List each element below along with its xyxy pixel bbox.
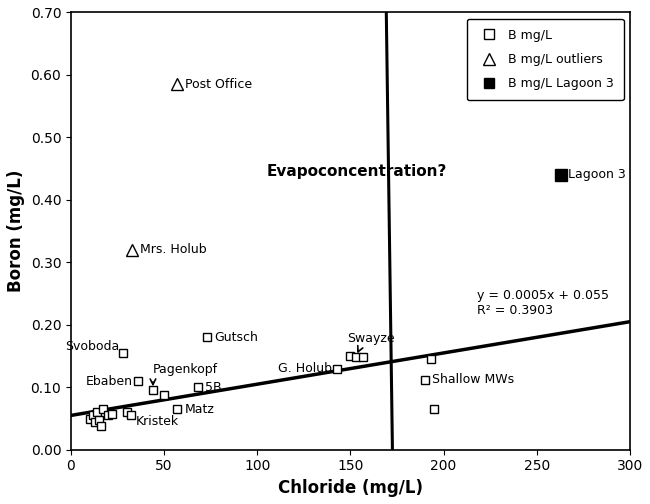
Text: Svoboda: Svoboda xyxy=(65,340,120,353)
Legend: B mg/L, B mg/L outliers, B mg/L Lagoon 3: B mg/L, B mg/L outliers, B mg/L Lagoon 3 xyxy=(467,19,624,100)
Text: Swayze: Swayze xyxy=(346,332,395,345)
Text: y = 0.0005x + 0.055
R² = 0.3903: y = 0.0005x + 0.055 R² = 0.3903 xyxy=(477,289,609,317)
Y-axis label: Boron (mg/L): Boron (mg/L) xyxy=(7,170,25,292)
X-axis label: Chloride (mg/L): Chloride (mg/L) xyxy=(278,479,423,497)
Text: Gutsch: Gutsch xyxy=(214,331,258,344)
Text: Post Office: Post Office xyxy=(185,78,252,91)
Text: Pagenkopf: Pagenkopf xyxy=(153,363,218,376)
Text: G. Holub: G. Holub xyxy=(278,362,332,375)
Text: Lagoon 3: Lagoon 3 xyxy=(569,168,626,181)
Text: Mrs. Holub: Mrs. Holub xyxy=(140,243,207,257)
Text: Shallow MWs: Shallow MWs xyxy=(432,373,515,386)
Text: Ebaben: Ebaben xyxy=(85,374,133,388)
Text: Matz: Matz xyxy=(185,403,215,416)
Text: Kristek: Kristek xyxy=(136,414,179,427)
Text: 5B: 5B xyxy=(205,381,222,394)
Text: Evapoconcentration?: Evapoconcentration? xyxy=(266,164,447,179)
